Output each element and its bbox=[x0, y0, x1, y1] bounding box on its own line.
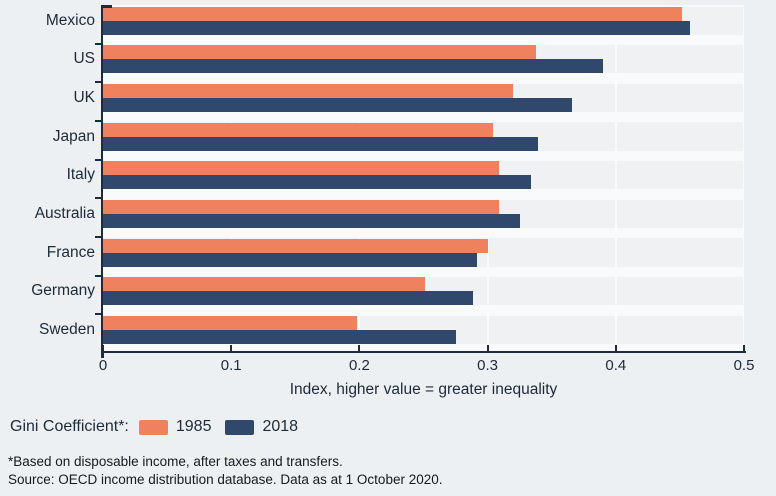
y-axis-tick bbox=[95, 81, 103, 84]
y-axis-line bbox=[101, 5, 103, 358]
group-separator-band bbox=[103, 266, 744, 278]
bar-1985-germany bbox=[103, 277, 425, 292]
gridline-0.5 bbox=[743, 5, 744, 353]
category-label-france: France bbox=[46, 243, 95, 261]
x-axis-tick-label-0: 0 bbox=[98, 357, 108, 374]
group-separator-band bbox=[103, 5, 744, 7]
group-separator-band bbox=[103, 73, 744, 84]
bar-2018-italy bbox=[103, 175, 532, 190]
bar-2018-sweden bbox=[103, 329, 456, 344]
bar-1985-sweden bbox=[103, 315, 357, 330]
bar-2018-japan bbox=[103, 136, 538, 151]
footnote-note: *Based on disposable income, after taxes… bbox=[8, 454, 343, 469]
group-separator-band bbox=[103, 111, 744, 123]
x-axis-tick-0.3 bbox=[486, 345, 489, 352]
footnote-source: Source: OECD income distribution databas… bbox=[8, 472, 443, 487]
x-axis-tick-0 bbox=[102, 345, 104, 352]
x-axis-tick-label-0.5: 0.5 bbox=[733, 357, 755, 374]
x-axis-tick-label-0.2: 0.2 bbox=[348, 357, 370, 374]
bar-2018-australia bbox=[103, 213, 520, 228]
y-axis-tick bbox=[95, 120, 103, 122]
group-separator-band bbox=[103, 34, 744, 46]
x-axis-origin-tick bbox=[102, 353, 104, 358]
category-label-japan: Japan bbox=[52, 127, 95, 145]
bar-1985-australia bbox=[103, 199, 500, 214]
group-separator-band bbox=[103, 305, 744, 316]
x-axis-tick-0.5 bbox=[743, 345, 745, 352]
group-separator-band bbox=[103, 343, 744, 353]
y-axis-tick bbox=[95, 274, 103, 277]
y-axis-tick bbox=[95, 197, 103, 200]
bar-2018-france bbox=[103, 252, 478, 267]
x-axis-tick-label-0.3: 0.3 bbox=[477, 357, 499, 374]
bar-2018-uk bbox=[103, 97, 573, 112]
x-axis-tick-0.4 bbox=[614, 345, 617, 352]
legend-swatch-2018-icon bbox=[225, 419, 255, 435]
bar-1985-uk bbox=[103, 83, 514, 98]
plot-area bbox=[103, 5, 744, 353]
x-axis-tick-label-0.1: 0.1 bbox=[220, 357, 242, 374]
x-axis-title: Index, higher value = greater inequality bbox=[289, 381, 558, 398]
legend-label-1985: 1985 bbox=[175, 418, 212, 435]
bar-1985-france bbox=[103, 238, 488, 253]
gridline-0.4 bbox=[614, 5, 617, 353]
legend-title: Gini Coefficient*: bbox=[10, 418, 129, 435]
y-axis-tick bbox=[95, 236, 103, 238]
bar-1985-us bbox=[103, 45, 537, 60]
footnotes: *Based on disposable income, after taxes… bbox=[8, 453, 443, 489]
y-axis-top-tick bbox=[103, 5, 112, 8]
y-axis-tick bbox=[95, 158, 103, 161]
bar-2018-germany bbox=[103, 291, 474, 306]
category-label-mexico: Mexico bbox=[45, 11, 95, 29]
group-separator-band bbox=[103, 227, 744, 239]
x-axis-tick-0.2 bbox=[358, 345, 361, 352]
category-label-germany: Germany bbox=[31, 282, 95, 300]
category-label-sweden: Sweden bbox=[38, 320, 95, 338]
group-separator-band bbox=[103, 189, 744, 200]
category-label-uk: UK bbox=[73, 88, 95, 106]
category-label-us: US bbox=[73, 50, 95, 68]
y-axis-tick bbox=[95, 42, 103, 45]
bar-1985-mexico bbox=[103, 6, 683, 21]
y-axis-tick bbox=[95, 313, 103, 316]
legend-item-1985: 1985 bbox=[138, 418, 212, 436]
bar-2018-mexico bbox=[103, 20, 691, 35]
legend-swatch-1985-icon bbox=[138, 419, 168, 435]
bar-1985-japan bbox=[103, 122, 493, 137]
group-separator-band bbox=[103, 150, 744, 162]
legend-label-2018: 2018 bbox=[262, 418, 299, 435]
category-label-italy: Italy bbox=[66, 166, 95, 184]
category-label-australia: Australia bbox=[34, 204, 95, 222]
bar-1985-italy bbox=[103, 161, 500, 176]
legend-item-2018: 2018 bbox=[225, 418, 298, 436]
legend: Gini Coefficient*: 1985 2018 bbox=[10, 418, 312, 436]
x-axis-tick-0.1 bbox=[230, 345, 233, 352]
bar-2018-us bbox=[103, 59, 603, 74]
x-axis-tick-label-0.4: 0.4 bbox=[605, 357, 627, 374]
x-axis-line bbox=[101, 351, 746, 353]
